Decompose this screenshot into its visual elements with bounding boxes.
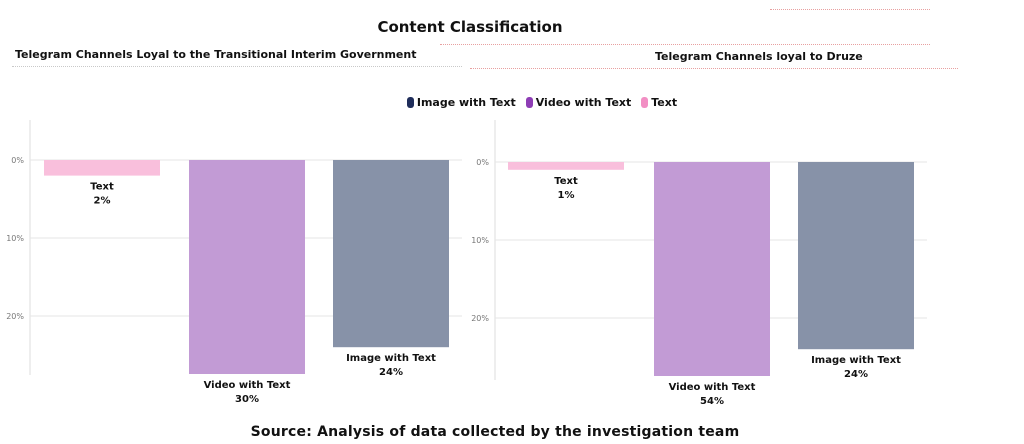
bar-video-with-text <box>189 160 305 374</box>
divider <box>770 9 930 10</box>
legend-label: Text <box>651 96 678 109</box>
data-label: 30% <box>235 394 259 405</box>
data-label: 24% <box>379 367 403 378</box>
data-label: 24% <box>844 369 868 380</box>
legend-swatch <box>525 97 533 108</box>
data-label: 54% <box>700 396 724 407</box>
y-tick-label: 0% <box>11 156 24 165</box>
legend: Image with Text Video with Text Text <box>0 96 1024 109</box>
data-label: 1% <box>558 190 575 201</box>
bar-text <box>44 160 160 176</box>
bar-video-with-text <box>654 162 770 376</box>
right-bar-chart: 0% 10% 20% Text 1% Video with Text 54% Image wi… <box>471 120 927 407</box>
bar-image-with-text <box>798 162 914 350</box>
source-note: Source: Analysis of data collected by th… <box>250 424 740 440</box>
divider <box>12 66 462 67</box>
legend-label: Video with Text <box>535 96 632 109</box>
divider <box>440 44 930 45</box>
bar-image-with-text <box>333 160 449 348</box>
y-tick-label: 10% <box>471 236 489 245</box>
y-tick-label: 20% <box>471 314 489 323</box>
legend-item-video: Video with Text <box>525 96 632 109</box>
left-panel-title: Telegram Channels Loyal to the Transitio… <box>15 48 417 61</box>
legend-swatch <box>641 97 649 108</box>
category-label: Text <box>90 182 114 193</box>
right-panel-title: Telegram Channels loyal to Druze <box>655 50 863 63</box>
y-tick-label: 0% <box>476 158 489 167</box>
category-label: Image with Text <box>811 355 901 366</box>
category-label: Text <box>554 176 578 187</box>
category-label: Image with Text <box>346 353 436 364</box>
legend-label: Image with Text <box>416 96 516 109</box>
data-label: 2% <box>94 196 111 207</box>
legend-item-text: Text <box>641 96 677 109</box>
chart-title: Content Classification <box>377 18 563 36</box>
y-tick-label: 20% <box>6 312 24 321</box>
legend-swatch <box>406 97 414 108</box>
divider <box>470 68 958 69</box>
y-tick-label: 10% <box>6 234 24 243</box>
left-bar-chart: 0% 10% 20% Text 2% Video with Text 30% Image wi… <box>6 120 462 405</box>
category-label: Video with Text <box>204 380 291 391</box>
bar-text <box>508 162 624 170</box>
category-label: Video with Text <box>669 382 756 393</box>
legend-item-image: Image with Text <box>406 96 516 109</box>
